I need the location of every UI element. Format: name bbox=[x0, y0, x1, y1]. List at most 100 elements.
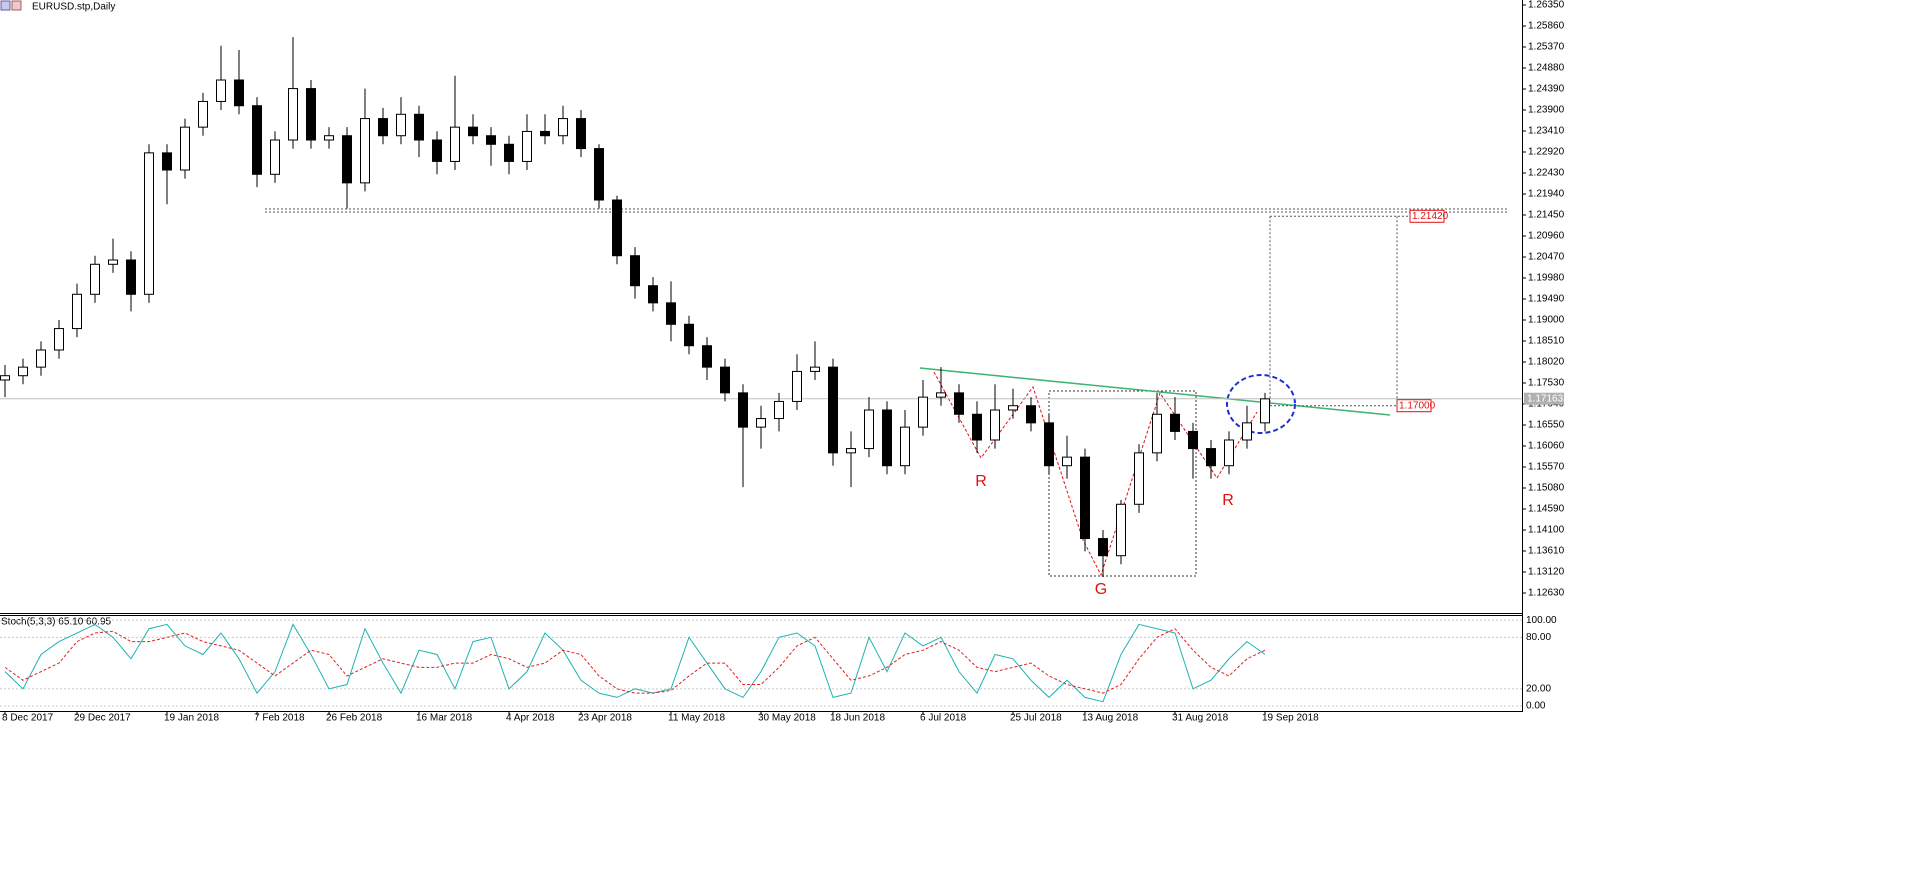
y-tick-label: 1.24390 bbox=[1528, 84, 1565, 95]
y-tick-label: 1.26350 bbox=[1528, 0, 1565, 11]
x-tick-label: 8 Dec 2017 bbox=[2, 713, 54, 724]
candle-body bbox=[846, 448, 856, 454]
x-tick-label: 19 Jan 2018 bbox=[164, 713, 219, 724]
y-tick-label: 1.18020 bbox=[1528, 357, 1565, 368]
candle-body bbox=[1026, 405, 1036, 424]
candle-body bbox=[1206, 448, 1216, 467]
candle-body bbox=[288, 88, 298, 141]
candle-body bbox=[828, 366, 838, 454]
candle-body bbox=[468, 126, 478, 137]
candle-body bbox=[864, 409, 874, 450]
icon bbox=[11, 0, 22, 11]
candle-body bbox=[810, 366, 820, 372]
x-tick-label: 23 Apr 2018 bbox=[578, 713, 632, 724]
pattern-label: R bbox=[1222, 492, 1234, 509]
candle-body bbox=[270, 139, 280, 175]
drawings bbox=[0, 0, 1508, 577]
candle-body bbox=[432, 139, 442, 162]
y-tick-label: 1.19980 bbox=[1528, 273, 1565, 284]
y-tick-label: 1.20470 bbox=[1528, 252, 1565, 263]
candle-body bbox=[216, 79, 226, 102]
candle-body bbox=[198, 100, 208, 128]
x-tick-label: 13 Aug 2018 bbox=[1082, 713, 1139, 724]
candle-body bbox=[540, 130, 550, 137]
candle-body bbox=[180, 126, 190, 171]
candle-body bbox=[594, 148, 604, 201]
candle-body bbox=[90, 263, 100, 295]
candle-body bbox=[1260, 398, 1270, 424]
y-tick-label: 1.23900 bbox=[1528, 105, 1565, 116]
candle-body bbox=[792, 370, 802, 402]
candle-body bbox=[126, 259, 136, 295]
y-tick-label: 1.22430 bbox=[1528, 168, 1565, 179]
x-tick-label: 4 Apr 2018 bbox=[506, 713, 555, 724]
candle-body bbox=[756, 418, 766, 428]
y-tick-label: 1.24880 bbox=[1528, 63, 1565, 74]
candle-body bbox=[1062, 456, 1072, 467]
y-tick-label: 20.00 bbox=[1526, 683, 1551, 694]
candle-body bbox=[684, 323, 694, 347]
candle-body bbox=[1188, 430, 1198, 450]
level-box bbox=[1409, 209, 1445, 223]
candle-body bbox=[504, 143, 514, 162]
candle-body bbox=[108, 259, 118, 265]
candle-body bbox=[36, 349, 46, 368]
y-tick-label: 1.12630 bbox=[1528, 588, 1565, 599]
y-tick-label: 1.19000 bbox=[1528, 315, 1565, 326]
y-tick-label: 1.18510 bbox=[1528, 336, 1565, 347]
candle-body bbox=[774, 400, 784, 420]
indicator-title: Stoch(5,3,3) 65.10 60.95 bbox=[1, 617, 112, 628]
candle-body bbox=[702, 345, 712, 368]
candle-body bbox=[18, 366, 28, 377]
y-tick-label: 1.25370 bbox=[1528, 42, 1565, 53]
level-label: 1.21420 bbox=[1412, 211, 1449, 222]
breakout-circle bbox=[1226, 374, 1296, 434]
y-tick-label: 1.13610 bbox=[1528, 546, 1565, 557]
x-tick-label: 19 Sep 2018 bbox=[1262, 713, 1319, 724]
y-tick-label: 80.00 bbox=[1526, 632, 1551, 643]
candle-body bbox=[1044, 422, 1054, 467]
neckline bbox=[919, 367, 1391, 416]
y-tick-label: 1.19490 bbox=[1528, 294, 1565, 305]
candle-body bbox=[576, 118, 586, 150]
candle-body bbox=[342, 135, 352, 184]
x-tick-label: 7 Feb 2018 bbox=[254, 713, 305, 724]
candle-body bbox=[720, 366, 730, 394]
candle-body bbox=[72, 293, 82, 330]
candle-body bbox=[360, 118, 370, 184]
candle-body bbox=[522, 130, 532, 162]
pattern-label: G bbox=[1095, 581, 1107, 598]
candle-body bbox=[1242, 422, 1252, 441]
candle-body bbox=[954, 392, 964, 415]
candle-body bbox=[1080, 456, 1090, 540]
y-tick-label: 1.13120 bbox=[1528, 567, 1565, 578]
x-tick-label: 11 May 2018 bbox=[668, 713, 726, 724]
candle-body bbox=[918, 396, 928, 428]
stoch-line bbox=[4, 623, 1266, 703]
icon bbox=[0, 0, 11, 11]
pattern-label: R bbox=[975, 473, 987, 490]
candle-body bbox=[486, 135, 496, 145]
candle-body bbox=[0, 375, 10, 381]
x-tick-label: 25 Jul 2018 bbox=[1010, 713, 1062, 724]
x-tick-label: 29 Dec 2017 bbox=[74, 713, 131, 724]
candle-body bbox=[162, 152, 172, 171]
candle-body bbox=[738, 392, 748, 428]
candle-body bbox=[666, 302, 676, 325]
candle-body bbox=[378, 118, 388, 137]
y-tick-label: 1.14590 bbox=[1528, 504, 1565, 515]
candle-body bbox=[1224, 439, 1234, 467]
candle-body bbox=[252, 105, 262, 175]
candle-body bbox=[324, 135, 334, 141]
candle-body bbox=[990, 409, 1000, 441]
candle-body bbox=[900, 426, 910, 467]
current-price-box bbox=[1524, 392, 1564, 405]
x-tick-label: 6 Jul 2018 bbox=[920, 713, 967, 724]
y-tick-label: 1.25860 bbox=[1528, 21, 1565, 32]
candle-body bbox=[414, 113, 424, 141]
y-tick-label: 1.16550 bbox=[1528, 420, 1565, 431]
candle-body bbox=[558, 118, 568, 137]
y-tick-label: 1.22920 bbox=[1528, 147, 1565, 158]
y-tick-label: 1.23410 bbox=[1528, 126, 1565, 137]
